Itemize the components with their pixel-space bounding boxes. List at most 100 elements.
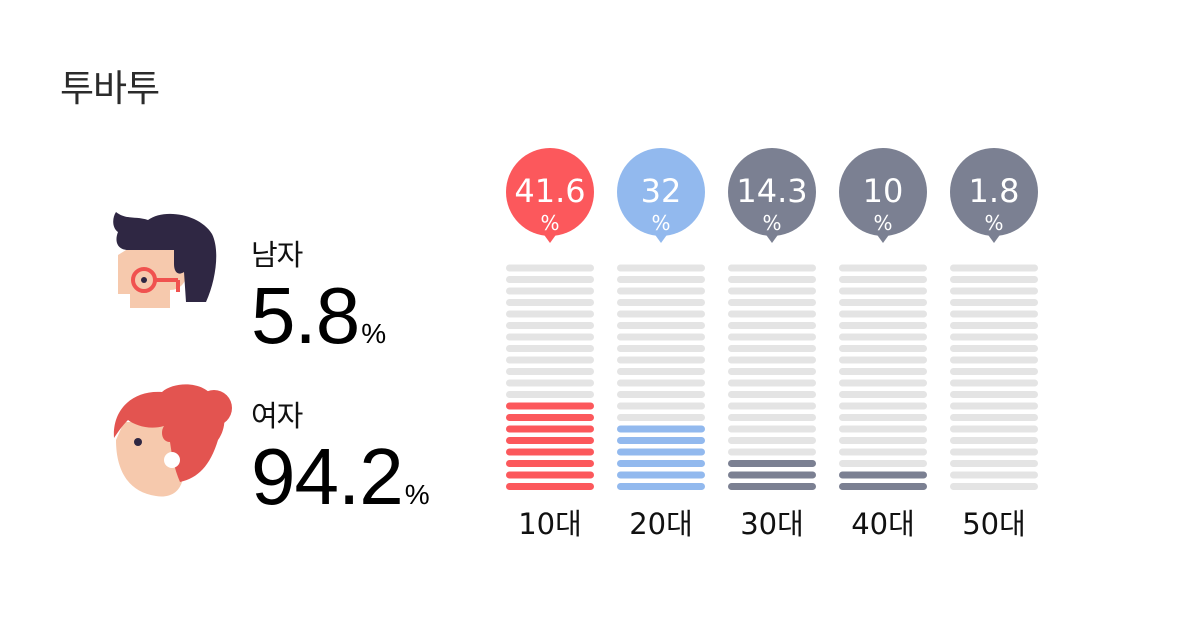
bar-segment	[617, 310, 705, 318]
bar-segment	[506, 368, 594, 375]
bar-segment	[728, 310, 816, 318]
bar-segment	[950, 414, 1038, 421]
bar-segment	[950, 356, 1038, 364]
bar-segment	[617, 437, 705, 444]
value-bubble-pointer	[875, 232, 891, 243]
bar-segment	[950, 368, 1038, 375]
data-label: 32	[641, 172, 682, 210]
bar-segment	[506, 425, 594, 433]
bar-segment	[506, 414, 594, 421]
female-unit: %	[404, 479, 430, 510]
bar-segment	[950, 333, 1038, 341]
female-percentage: 94.2%	[251, 437, 430, 517]
bar-segment	[617, 287, 705, 295]
bar-segment	[617, 483, 705, 490]
bar-segment	[839, 276, 927, 283]
bar-segment	[839, 368, 927, 375]
bar-segment	[617, 471, 705, 479]
bar-segment	[617, 379, 705, 387]
bar-segment	[506, 333, 594, 341]
bar-segment	[728, 391, 816, 398]
bar-segment	[839, 322, 927, 329]
category-label: 40대	[851, 507, 915, 541]
female-value: 94.2	[251, 432, 404, 521]
bar-segment	[839, 391, 927, 398]
bar-segment	[506, 402, 594, 410]
data-label-unit: %	[984, 211, 1003, 235]
bar-segment	[506, 276, 594, 283]
bar-segment	[617, 276, 705, 283]
bar-segment	[617, 333, 705, 341]
bar-segment	[728, 414, 816, 421]
bar-segment	[950, 460, 1038, 467]
bar-segment	[506, 287, 594, 295]
bar-segment	[506, 356, 594, 364]
value-bubble	[950, 148, 1038, 236]
bar-segment	[839, 483, 927, 490]
bar-segment	[839, 448, 927, 456]
bar-segment	[950, 287, 1038, 295]
bar-segment	[839, 460, 927, 467]
bar-segment	[839, 414, 927, 421]
bar-segment	[617, 391, 705, 398]
bar-segment	[617, 264, 705, 272]
data-label-unit: %	[873, 211, 892, 235]
bar-segment	[950, 471, 1038, 479]
bar-segment	[728, 437, 816, 444]
category-label: 20대	[629, 507, 693, 541]
bar-segment	[506, 460, 594, 467]
bar-segment	[506, 264, 594, 272]
bar-segment	[839, 299, 927, 306]
bar-segment	[950, 264, 1038, 272]
bar-segment	[506, 437, 594, 444]
bar-segment	[950, 310, 1038, 318]
bar-segment	[506, 379, 594, 387]
bar-segment	[950, 425, 1038, 433]
bar-segment	[839, 310, 927, 318]
bar-segment	[839, 425, 927, 433]
bar-segment	[728, 402, 816, 410]
male-percentage: 5.8%	[251, 276, 386, 356]
bar-segment	[728, 345, 816, 352]
bar-segment	[950, 391, 1038, 398]
bar-segment	[617, 345, 705, 352]
bar-segment	[728, 425, 816, 433]
value-bubble-pointer	[653, 232, 669, 243]
bar-segment	[506, 448, 594, 456]
category-label: 30대	[740, 507, 804, 541]
male-label: 남자	[251, 238, 303, 272]
bar-segment	[728, 460, 816, 467]
data-label: 1.8	[969, 172, 1020, 210]
bar-segment	[506, 345, 594, 352]
value-bubble-pointer	[764, 232, 780, 243]
bar-segment	[617, 322, 705, 329]
data-label-unit: %	[762, 211, 781, 235]
bar-segment	[728, 356, 816, 364]
bar-segment	[617, 425, 705, 433]
data-label: 10	[863, 172, 904, 210]
data-label-unit: %	[651, 211, 670, 235]
data-label-unit: %	[540, 211, 559, 235]
bar-segment	[506, 310, 594, 318]
bar-segment	[728, 379, 816, 387]
bar-segment	[617, 460, 705, 467]
bar-segment	[506, 483, 594, 490]
bar-segment	[728, 299, 816, 306]
bar-segment	[839, 402, 927, 410]
page-title: 투바투	[60, 67, 160, 110]
value-bubble-pointer	[986, 232, 1002, 243]
value-bubble	[728, 148, 816, 236]
bar-segment	[839, 471, 927, 479]
female-label: 여자	[251, 399, 303, 433]
bar-segment	[617, 448, 705, 456]
bar-segment	[506, 391, 594, 398]
bar-segment	[728, 483, 816, 490]
bar-segment	[506, 471, 594, 479]
bar-segment	[617, 414, 705, 421]
bar-segment	[950, 379, 1038, 387]
bar-segment	[728, 448, 816, 456]
bar-segment	[839, 356, 927, 364]
value-bubble	[617, 148, 705, 236]
value-bubble	[506, 148, 594, 236]
